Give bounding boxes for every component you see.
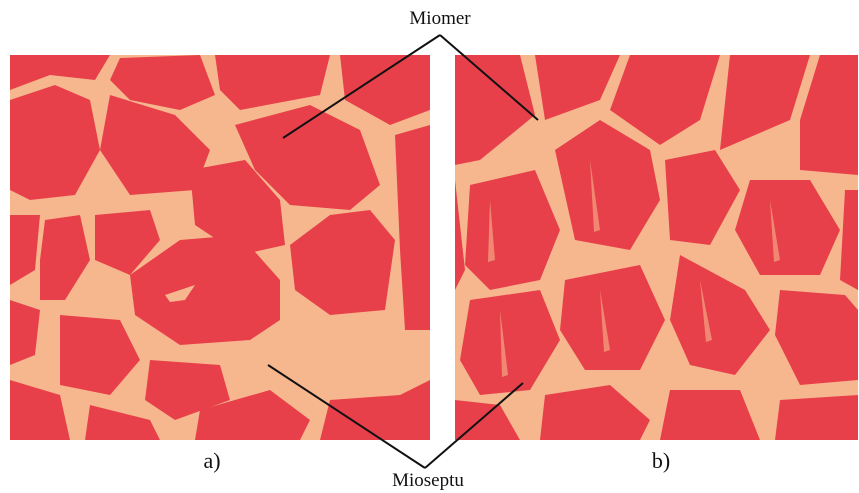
micrograph-a — [10, 55, 430, 440]
pointer-line — [267, 364, 426, 469]
panel-label: b) — [652, 448, 670, 473]
micrograph-b — [455, 55, 858, 440]
pointer-line — [439, 34, 539, 121]
panel-label: a) — [203, 448, 220, 473]
pointer-line — [282, 34, 441, 139]
annotation-bottom: Mioseptu — [392, 470, 464, 491]
pointer-line — [424, 382, 524, 469]
annotation-top: Miomer — [409, 8, 471, 29]
